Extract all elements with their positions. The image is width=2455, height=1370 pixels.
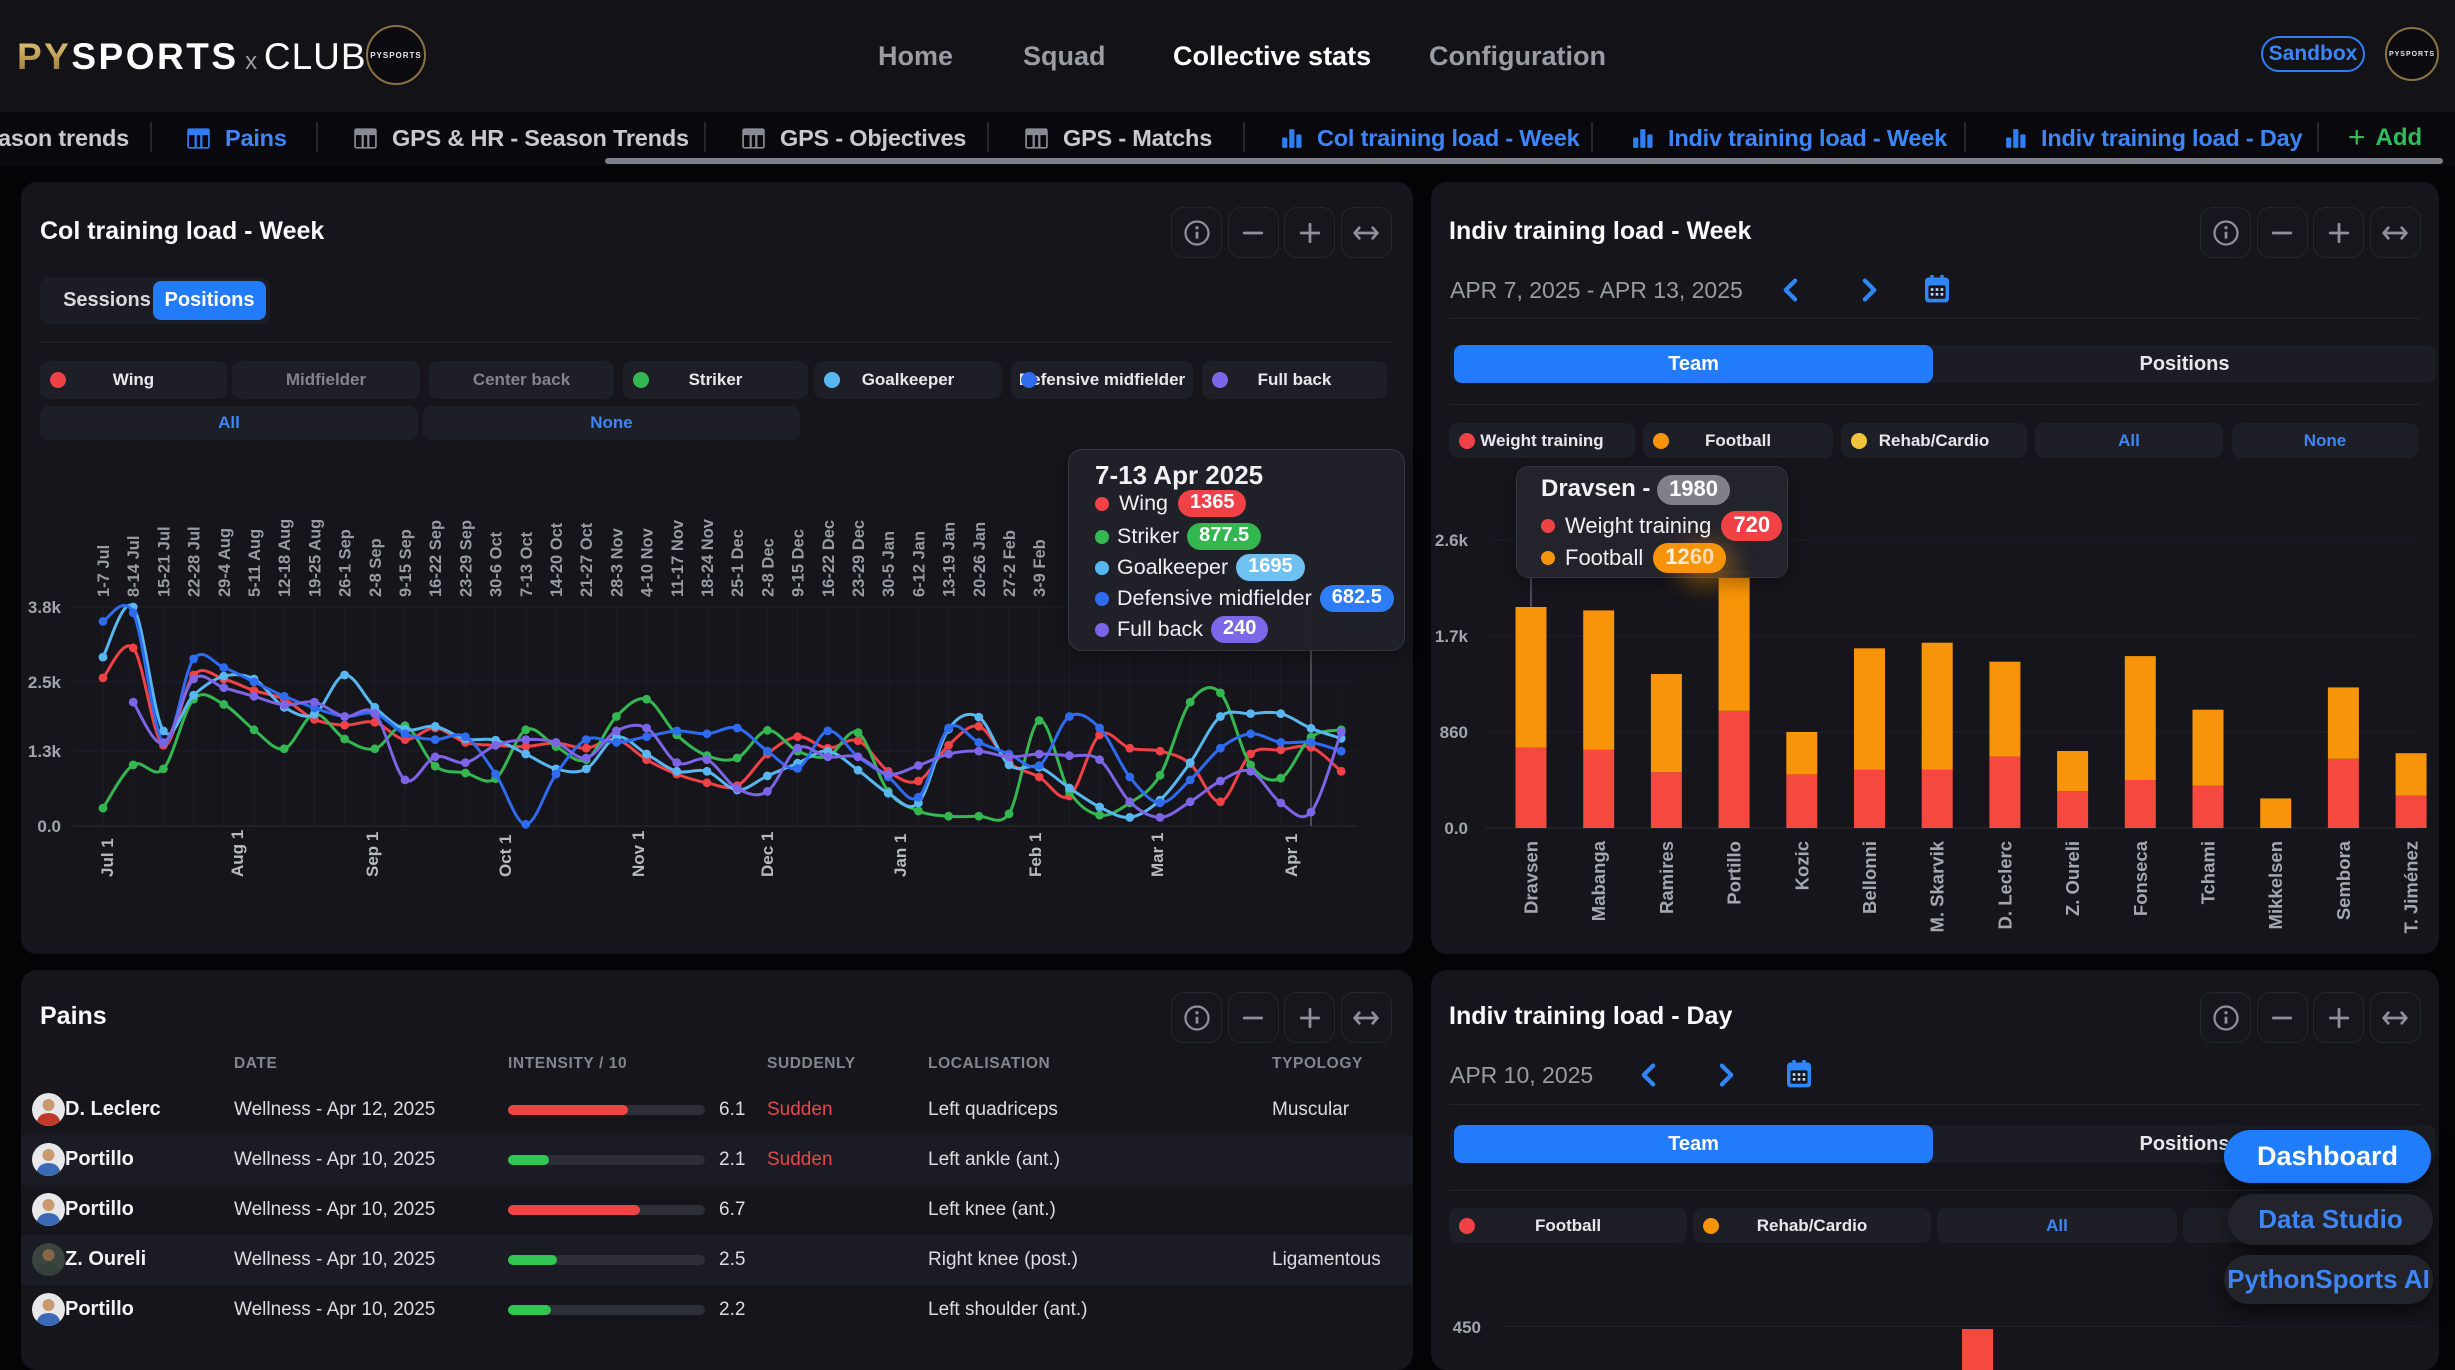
svg-text:29-4 Aug: 29-4 Aug [216, 528, 234, 597]
svg-text:2.6k: 2.6k [1435, 531, 1469, 550]
svg-text:16-22 Dec: 16-22 Dec [820, 520, 838, 597]
svg-text:Z. Oureli: Z. Oureli [2062, 841, 2083, 916]
svg-text:Aug 1: Aug 1 [228, 830, 247, 877]
svg-text:3.8k: 3.8k [28, 598, 62, 617]
svg-text:7-13 Oct: 7-13 Oct [518, 531, 536, 597]
svg-text:Feb 1: Feb 1 [1026, 833, 1045, 877]
svg-text:Mabanga: Mabanga [1588, 840, 1609, 921]
svg-text:0.0: 0.0 [37, 817, 61, 836]
svg-text:25-1 Dec: 25-1 Dec [729, 529, 747, 597]
svg-text:19-25 Aug: 19-25 Aug [306, 519, 324, 597]
svg-text:16-22 Sep: 16-22 Sep [427, 520, 445, 597]
svg-text:11-17 Nov: 11-17 Nov [669, 519, 687, 597]
svg-text:30-5 Jan: 30-5 Jan [880, 531, 898, 597]
svg-text:D. Leclerc: D. Leclerc [1994, 841, 2015, 929]
svg-text:Dec 1: Dec 1 [758, 832, 777, 877]
svg-text:9-15 Sep: 9-15 Sep [397, 529, 415, 597]
svg-text:Jan 1: Jan 1 [891, 834, 910, 877]
svg-text:4-10 Nov: 4-10 Nov [639, 527, 657, 597]
svg-text:T. Jiménez: T. Jiménez [2401, 841, 2422, 934]
svg-text:Oct 1: Oct 1 [496, 834, 515, 877]
svg-text:860: 860 [1440, 723, 1468, 742]
svg-text:22-28 Jul: 22-28 Jul [186, 526, 204, 597]
svg-text:1.3k: 1.3k [28, 742, 62, 761]
svg-text:8-14 Jul: 8-14 Jul [125, 536, 143, 597]
svg-text:1.7k: 1.7k [1435, 627, 1469, 646]
svg-text:2-8 Dec: 2-8 Dec [759, 538, 777, 597]
svg-text:6-12 Jan: 6-12 Jan [910, 531, 928, 597]
svg-text:Bellonni: Bellonni [1859, 841, 1880, 914]
svg-text:23-29 Sep: 23-29 Sep [457, 520, 475, 597]
svg-text:26-1 Sep: 26-1 Sep [337, 529, 355, 597]
svg-text:13-19 Jan: 13-19 Jan [941, 522, 959, 597]
svg-text:14-20 Oct: 14-20 Oct [548, 522, 566, 597]
svg-text:Jul 1: Jul 1 [98, 838, 117, 877]
svg-text:12-18 Aug: 12-18 Aug [276, 519, 294, 597]
svg-text:2-8 Sep: 2-8 Sep [367, 538, 385, 597]
svg-text:Mikkelsen: Mikkelsen [2265, 841, 2286, 929]
svg-text:15-21 Jul: 15-21 Jul [155, 526, 173, 597]
svg-text:20-26 Jan: 20-26 Jan [971, 522, 989, 597]
svg-text:Sep 1: Sep 1 [363, 832, 382, 877]
svg-text:Portillo: Portillo [1724, 841, 1745, 905]
svg-text:Kozic: Kozic [1791, 841, 1812, 890]
svg-text:5-11 Aug: 5-11 Aug [246, 529, 264, 597]
svg-text:Sembora: Sembora [2333, 840, 2354, 920]
svg-text:23-29 Dec: 23-29 Dec [850, 520, 868, 597]
svg-text:M. Skarvik: M. Skarvik [1927, 840, 1948, 932]
svg-text:Mar 1: Mar 1 [1148, 833, 1167, 877]
svg-text:9-15 Dec: 9-15 Dec [790, 529, 808, 597]
svg-text:30-6 Oct: 30-6 Oct [488, 531, 506, 597]
svg-text:1-7 Jul: 1-7 Jul [95, 545, 113, 597]
svg-text:Fonseca: Fonseca [2130, 840, 2151, 916]
svg-text:Tchami: Tchami [2198, 841, 2219, 904]
svg-text:Ramires: Ramires [1656, 841, 1677, 914]
svg-text:21-27 Oct: 21-27 Oct [578, 522, 596, 597]
svg-text:18-24 Nov: 18-24 Nov [699, 518, 717, 597]
svg-text:Dravsen: Dravsen [1521, 841, 1542, 914]
svg-text:Apr 1: Apr 1 [1282, 834, 1301, 877]
svg-text:2.5k: 2.5k [28, 673, 62, 692]
svg-text:Nov 1: Nov 1 [629, 831, 648, 877]
svg-text:27-2 Feb: 27-2 Feb [1001, 530, 1019, 597]
svg-text:28-3 Nov: 28-3 Nov [608, 527, 626, 597]
svg-text:3-9 Feb: 3-9 Feb [1031, 539, 1049, 597]
svg-text:0.0: 0.0 [1444, 819, 1468, 838]
